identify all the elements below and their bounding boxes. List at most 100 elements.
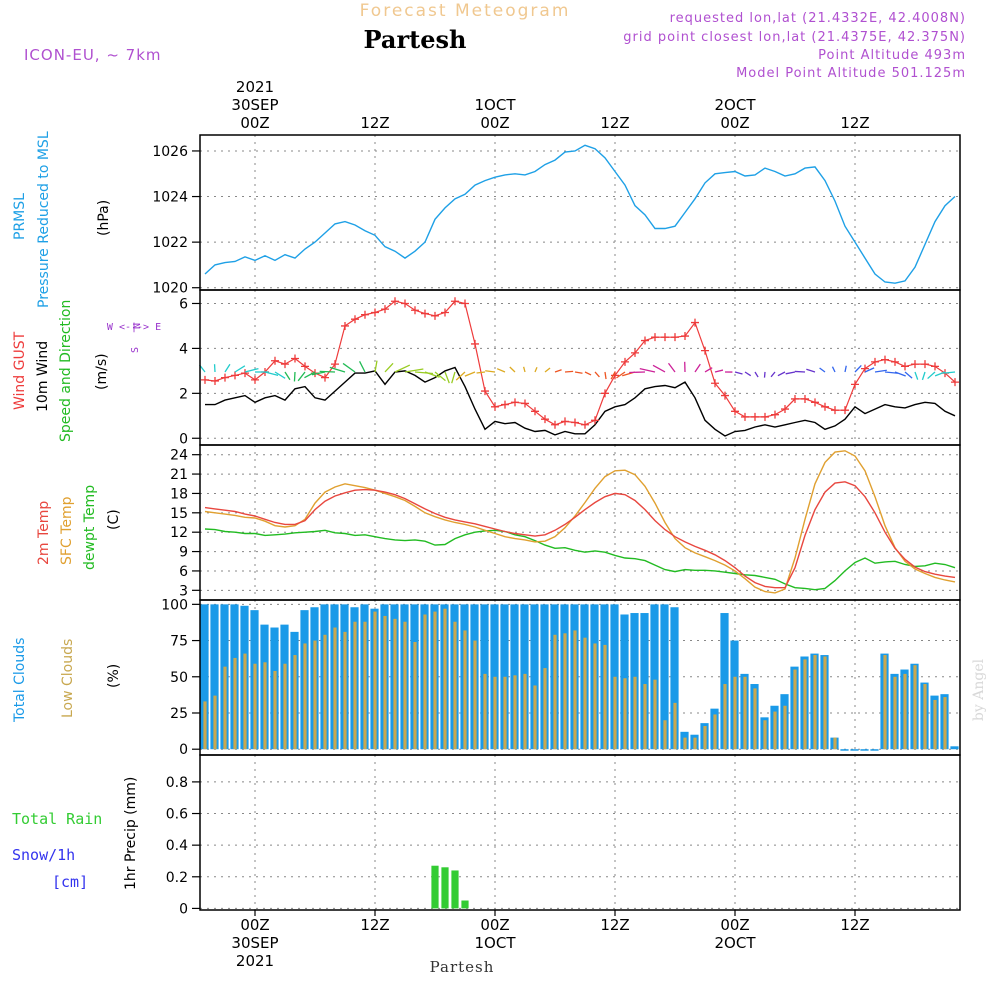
compass-west-east: W <-|-> E — [107, 322, 161, 333]
low-cloud-bar — [773, 711, 777, 750]
wind-arrow — [819, 367, 826, 373]
wind-panel-labels: Wind GUST 10m Wind Speed and Direction (… — [12, 300, 161, 442]
y-tick-label: 6 — [179, 296, 188, 312]
low-cloud-bar — [903, 673, 907, 750]
y-tick-label: 1026 — [152, 144, 188, 160]
wind-arrow — [854, 364, 862, 373]
total-cloud-bar — [860, 749, 869, 751]
pressure-reduced-label: Pressure Reduced to MSL — [36, 131, 52, 308]
precip-unit-label: 1hr Precip (mm) — [123, 777, 139, 890]
cloud-panel-labels: Total Clouds Low Clouds (%) — [12, 638, 122, 723]
gust-marker — [561, 417, 569, 426]
low-cloud-bar — [753, 688, 757, 750]
low-cloud-bar — [693, 737, 697, 750]
wind-arrow — [770, 371, 776, 378]
gust-marker — [881, 355, 889, 364]
low-cloud-bar — [393, 618, 397, 750]
chart-title: Forecast Meteogram — [360, 1, 571, 21]
bottom-time-label: 12Z — [600, 916, 629, 934]
gust-marker — [781, 405, 789, 414]
gust-marker — [291, 354, 299, 363]
wind-arrow — [455, 371, 466, 381]
wind-arrow — [594, 371, 600, 378]
gust-marker — [271, 356, 279, 365]
wind-arrow — [544, 367, 551, 373]
wind-arrow — [639, 368, 656, 373]
wind-arrow — [424, 371, 440, 378]
low-cloud-bar — [383, 615, 387, 750]
panel-frame-precip — [199, 754, 961, 911]
top-time-label: 12Z — [360, 114, 389, 132]
gust-marker — [321, 373, 329, 382]
wind-arrow — [485, 370, 496, 373]
low-cloud-bar — [923, 684, 927, 750]
gust-marker — [451, 297, 459, 306]
low-cloud-bar — [433, 611, 437, 750]
low-cloud-bar — [583, 637, 587, 750]
gust-marker — [391, 297, 399, 306]
wind-arrow — [297, 371, 306, 382]
total-cloud-bar — [530, 604, 539, 750]
wind-arrow — [319, 370, 336, 373]
gust-marker — [331, 360, 339, 369]
compass-south: S — [130, 347, 141, 353]
gust-marker — [501, 400, 509, 409]
gust-marker — [231, 371, 239, 380]
low-cloud-bar — [403, 621, 407, 750]
gust-marker — [831, 406, 839, 415]
low-cloud-bar — [533, 685, 537, 750]
gust-marker — [681, 332, 689, 341]
gust-marker — [541, 415, 549, 424]
gust-marker — [751, 412, 759, 421]
temp-panel-labels: 2m Temp SFC Temp dewpt Temp (C) — [36, 485, 122, 570]
model-point-altitude: Model Point Altitude 501.125m — [736, 66, 966, 81]
wind-arrow — [584, 371, 592, 376]
wind-arrow — [404, 368, 424, 373]
bottom-time-label: 00Z — [240, 916, 269, 934]
wind-arrow — [274, 371, 286, 379]
total-cloud-bar — [850, 749, 859, 751]
wind-arrow — [534, 366, 538, 373]
y-tick-label: 9 — [179, 545, 188, 561]
c-unit-label: (C) — [106, 509, 122, 530]
low-cloud-bar — [473, 640, 477, 750]
low-cloud-bar — [643, 684, 647, 750]
total-cloud-bar — [870, 749, 879, 751]
bottom-time-label: 00Z — [720, 916, 749, 934]
bottom-date-label: 1OCT — [475, 934, 517, 952]
wind-arrow — [831, 366, 836, 373]
low-cloud-bar — [203, 701, 207, 750]
hpa-unit-label: (hPa) — [96, 200, 112, 236]
y-tick-label: 0.8 — [166, 775, 188, 791]
two-m-temp-label: 2m Temp — [36, 501, 52, 565]
rain-bar — [431, 865, 439, 909]
wind-arrow — [564, 370, 574, 373]
low-cloud-bar — [213, 695, 217, 750]
gust-marker — [701, 346, 709, 355]
gust-marker — [661, 333, 669, 342]
wind-arrow — [704, 367, 713, 373]
wind-arrow — [522, 366, 526, 373]
low-cloud-bar — [413, 642, 417, 750]
gust-marker — [581, 420, 589, 429]
y-tick-label: 24 — [170, 448, 188, 464]
top-time-label: 00Z — [240, 114, 269, 132]
low-cloud-bar — [523, 673, 527, 750]
gust-marker — [811, 398, 819, 407]
gust-marker — [931, 362, 939, 371]
y-tick-label: 50 — [170, 670, 188, 686]
location-title: Partesh — [364, 25, 467, 54]
wind-arrow — [358, 361, 366, 373]
wind-arrow — [806, 368, 816, 373]
top-date-label: 30SEP — [231, 96, 278, 114]
gust-marker — [471, 339, 479, 348]
total-cloud-bar — [200, 604, 209, 750]
low-cloud-bar — [423, 614, 427, 750]
wind-arrow — [224, 363, 231, 373]
wind-arrow — [785, 371, 796, 375]
wind-gust-label: Wind GUST — [12, 331, 28, 410]
precip-panel-labels: Total Rain Snow/1h [cm] 1hr Precip (mm) — [12, 777, 139, 891]
wind-arrow — [451, 371, 456, 384]
low-cloud-bar — [563, 633, 567, 750]
gust-marker — [401, 299, 409, 308]
